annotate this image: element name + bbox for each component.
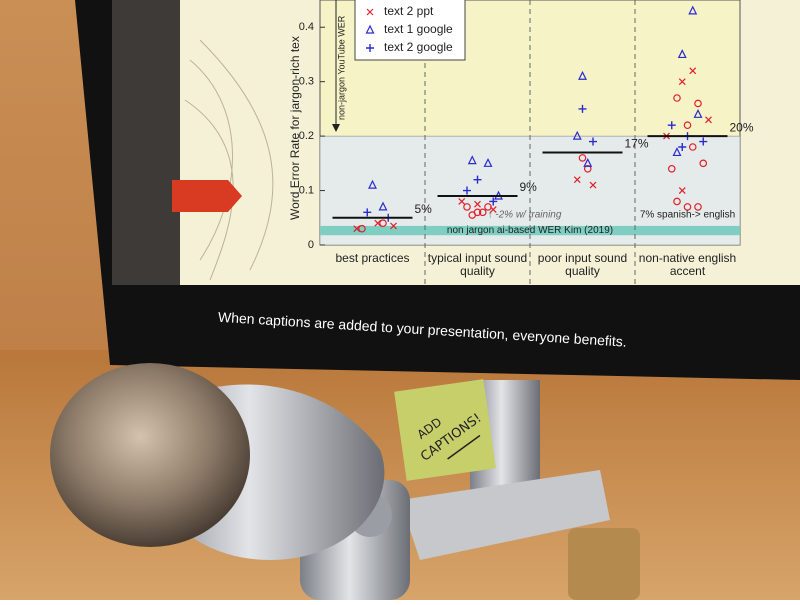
point — [693, 108, 703, 118]
point — [694, 99, 702, 108]
y-tick-label: 0.2 — [299, 130, 314, 142]
mean-label: 9% — [520, 180, 538, 194]
point — [489, 206, 497, 214]
point — [667, 164, 676, 173]
category-label-box: non-native english accent — [638, 252, 737, 278]
x-tick-label: non-native english accent — [638, 252, 737, 278]
legend-box — [354, 0, 466, 61]
point — [378, 201, 388, 211]
point — [467, 155, 477, 165]
point — [678, 187, 686, 194]
point — [699, 159, 708, 168]
red-arrow — [172, 180, 242, 212]
point — [458, 198, 466, 205]
reference-arrow-head — [332, 124, 340, 132]
point — [489, 197, 498, 206]
point — [673, 94, 681, 102]
category-label-box: poor input sound quality — [537, 252, 628, 278]
point — [678, 143, 687, 151]
mic-grille — [50, 363, 250, 547]
y-tick-label: 0.3 — [299, 76, 314, 88]
mean-label: 5% — [415, 202, 433, 216]
x-tick-label: best practices — [335, 252, 410, 265]
point — [589, 137, 597, 146]
point — [374, 219, 382, 227]
note-paper — [394, 379, 496, 481]
note-underline — [447, 434, 481, 460]
point — [583, 164, 592, 173]
legend-marker — [366, 8, 374, 16]
point — [572, 130, 582, 140]
reference-arrow-label: non-jargon YouTube WER — [336, 15, 346, 120]
mean-label: 20% — [730, 120, 754, 134]
point — [683, 121, 692, 130]
legend-label: text 2 google — [384, 40, 453, 54]
point — [368, 179, 377, 189]
point — [390, 222, 397, 230]
chart: non jargon ai-based WER Kim (2019) 0 0.1 0.… — [288, 0, 754, 285]
reference-band-label: non jargon ai-based WER Kim (2019) — [447, 225, 613, 236]
point — [478, 208, 487, 217]
y-tick-label: 0.1 — [299, 184, 314, 196]
cork — [568, 528, 640, 600]
annotation: ↑ -2% w/ training — [488, 210, 562, 221]
point — [468, 211, 477, 219]
legend-label: text 2 ppt — [384, 4, 434, 18]
slide-edge — [112, 0, 182, 285]
point — [688, 5, 698, 15]
point — [363, 208, 372, 217]
y-tick-label: 0 — [308, 239, 314, 251]
point — [578, 104, 587, 113]
category-label-box: best practices — [335, 252, 410, 265]
point — [353, 225, 361, 233]
point — [379, 219, 387, 228]
category-label-box: typical input sound quality — [427, 252, 528, 278]
point — [463, 186, 471, 195]
point — [583, 157, 593, 167]
legend-marker — [365, 24, 375, 34]
point — [463, 203, 471, 211]
legend-label: text 1 google — [384, 22, 453, 36]
x-tick-label: typical input sound quality — [427, 252, 528, 278]
point — [705, 116, 712, 124]
stand-base — [400, 470, 610, 560]
annotation: 7% spanish-> english — [640, 210, 735, 221]
point — [573, 176, 581, 184]
y-tick-label: 0.4 — [299, 21, 314, 33]
point — [689, 67, 697, 75]
sticky-note: ADD CAPTIONS! — [394, 379, 496, 481]
point — [694, 203, 702, 211]
point — [667, 121, 676, 130]
point — [677, 49, 687, 59]
point — [578, 70, 587, 80]
point — [483, 157, 493, 167]
point — [672, 147, 682, 157]
point — [688, 143, 697, 151]
legend-marker — [366, 44, 374, 52]
point — [673, 197, 681, 206]
point — [683, 203, 692, 211]
point — [578, 154, 587, 162]
y-axis-label: Word Error Rate for jargon-rich tex — [288, 36, 302, 220]
point — [678, 78, 686, 86]
point — [699, 137, 708, 146]
mean-label: 17% — [625, 137, 649, 151]
x-tick-label: poor input sound quality — [537, 252, 628, 278]
point — [474, 200, 481, 208]
reference-band — [320, 225, 740, 236]
point — [358, 224, 366, 233]
point — [473, 175, 482, 184]
point — [589, 181, 597, 189]
